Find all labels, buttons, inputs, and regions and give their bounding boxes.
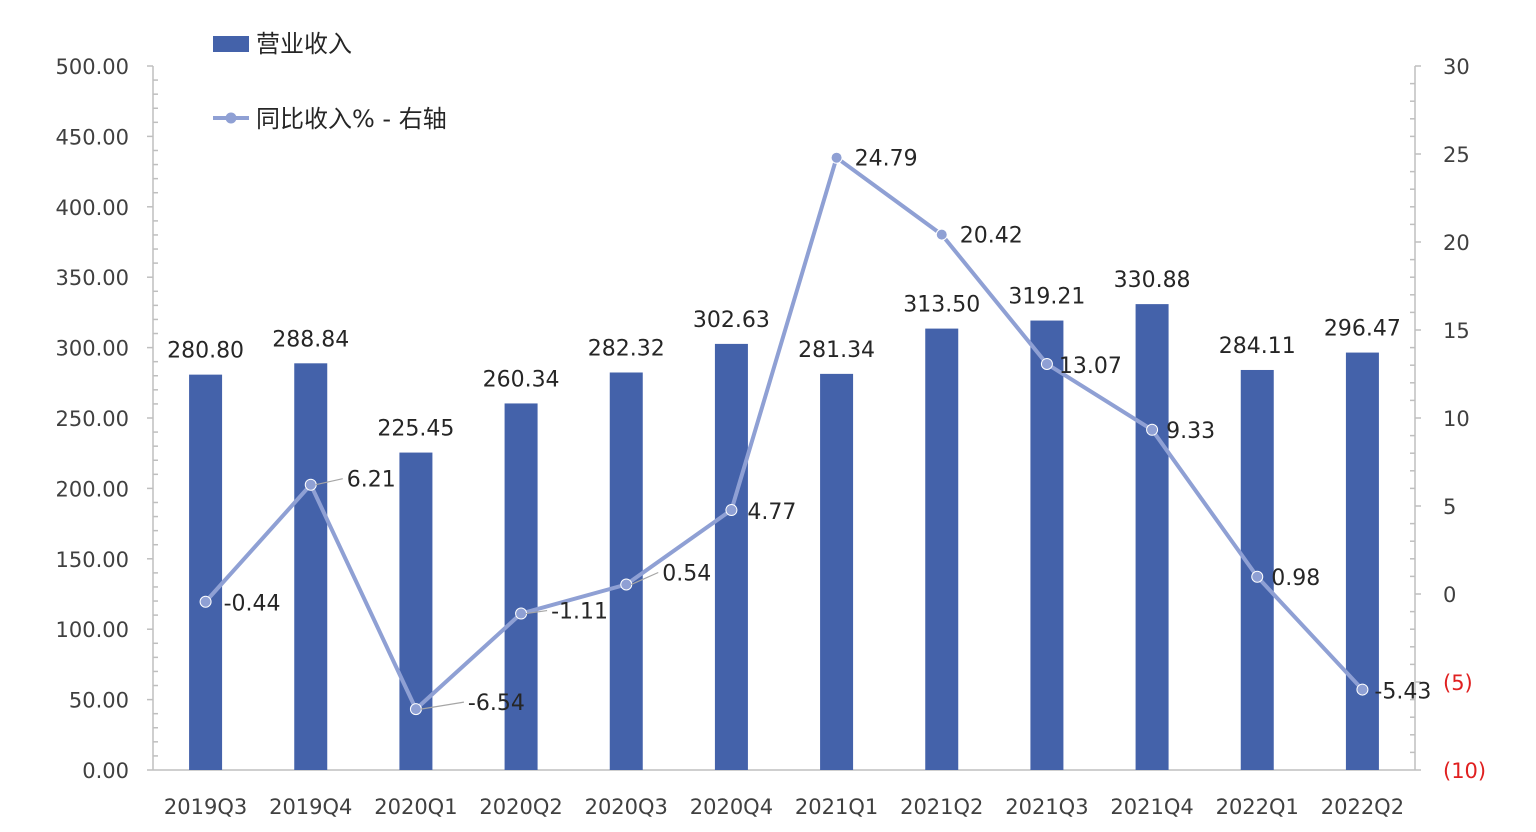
bar <box>1345 352 1379 770</box>
x-tick-label: 2021Q3 <box>1005 795 1088 819</box>
line-point <box>1356 683 1369 696</box>
bar <box>189 374 223 770</box>
bar <box>1240 369 1274 770</box>
line-data-label: 13.07 <box>1059 354 1122 379</box>
bar-data-label: 319.21 <box>1008 285 1085 310</box>
bar-data-label: 281.34 <box>798 338 875 363</box>
bar-data-label: 280.80 <box>167 339 244 364</box>
line-data-label: 6.21 <box>347 468 396 493</box>
x-tick-label: 2019Q3 <box>164 795 247 819</box>
line-data-label: 20.42 <box>960 224 1023 249</box>
y-left-tick-label: 450.00 <box>56 125 129 149</box>
legend-bar-label: 营业收入 <box>256 30 352 58</box>
y-left-tick-label: 300.00 <box>56 337 129 361</box>
bar <box>504 403 538 770</box>
data-label-leader-line <box>315 478 343 486</box>
line-point <box>620 578 633 591</box>
bar <box>820 373 854 770</box>
line-data-label: -0.44 <box>224 592 281 617</box>
x-tick-label: 2021Q1 <box>795 795 878 819</box>
line-point <box>725 504 738 517</box>
y-left-tick-label: 50.00 <box>69 689 129 713</box>
line-series-path <box>204 155 1364 712</box>
y-left-tick-label: 150.00 <box>56 548 129 572</box>
line-data-label: 9.33 <box>1166 419 1215 444</box>
line-data-label: 4.77 <box>747 500 796 525</box>
line-data-label: 24.79 <box>855 147 918 172</box>
bar <box>294 363 328 770</box>
bar-data-label: 330.88 <box>1114 268 1191 293</box>
x-tick-label: 2020Q2 <box>479 795 562 819</box>
line-data-label: -5.43 <box>1374 680 1431 705</box>
x-tick-label: 2020Q3 <box>585 795 668 819</box>
y-right-tick-label: (5) <box>1443 671 1473 695</box>
axes-group: 0.00 50.00 100.00 150.00 200.00 250.00 300.00 3… <box>56 55 1487 819</box>
bar-data-label: 296.47 <box>1324 317 1401 342</box>
line-point <box>1040 357 1053 370</box>
x-tick-label: 2021Q4 <box>1110 795 1193 819</box>
line-data-label: 0.98 <box>1271 566 1320 591</box>
bar <box>714 343 748 770</box>
y-right-tick-label: 30 <box>1443 55 1470 79</box>
bars-group <box>189 304 1379 770</box>
y-right-tick-label: 0 <box>1443 583 1456 607</box>
bar-data-label: 260.34 <box>483 367 560 392</box>
legend-line-marker <box>225 112 237 124</box>
y-right-tick-label: 10 <box>1443 407 1470 431</box>
legend-bar-swatch <box>213 36 249 52</box>
line-data-label: -6.54 <box>468 691 525 716</box>
data-label-leader-line <box>525 609 548 615</box>
y-right-tick-label: 20 <box>1443 231 1470 255</box>
line-point <box>935 228 948 241</box>
line-point <box>199 595 212 608</box>
bar-data-label: 302.63 <box>693 308 770 333</box>
y-right-tick-label: 25 <box>1443 143 1470 167</box>
y-left-tick-label: 250.00 <box>56 407 129 431</box>
data-label-leader-line <box>631 571 659 586</box>
bar <box>1030 320 1064 770</box>
bar-data-label: 282.32 <box>588 336 665 361</box>
x-tick-label: 2020Q4 <box>690 795 773 819</box>
bar-data-label: 288.84 <box>272 327 349 352</box>
line-point <box>830 151 843 164</box>
x-tick-label: 2022Q2 <box>1321 795 1404 819</box>
y-left-tick-label: 400.00 <box>56 196 129 220</box>
y-left-tick-label: 200.00 <box>56 477 129 501</box>
y-left-tick-label: 500.00 <box>56 55 129 79</box>
x-tick-label: 2020Q1 <box>374 795 457 819</box>
bar-data-label: 225.45 <box>377 417 454 442</box>
y-left-tick-label: 350.00 <box>56 266 129 290</box>
line-point <box>1251 570 1264 583</box>
y-right-tick-label: 5 <box>1443 495 1456 519</box>
bar <box>925 328 959 770</box>
x-tick-label: 2022Q1 <box>1216 795 1299 819</box>
line-data-label: 0.54 <box>662 561 711 586</box>
line-point <box>515 607 528 620</box>
line-point <box>304 478 317 491</box>
x-tick-label: 2019Q4 <box>269 795 352 819</box>
line-point <box>409 703 422 716</box>
bar <box>1135 304 1169 770</box>
bar <box>399 452 433 770</box>
y-right-tick-label: 15 <box>1443 319 1470 343</box>
y-left-tick-label: 100.00 <box>56 618 129 642</box>
bar-data-label: 313.50 <box>903 293 980 318</box>
line-data-label: -1.11 <box>551 600 608 625</box>
legend-line-label: 同比收入% - 右轴 <box>256 105 447 133</box>
data-labels-group: 280.80 288.84 225.45 260.34 282.32 302.63 281.… <box>167 147 1431 716</box>
bar <box>609 372 643 770</box>
x-tick-label: 2021Q2 <box>900 795 983 819</box>
line-point <box>1146 423 1159 436</box>
bar-data-label: 284.11 <box>1219 334 1296 359</box>
y-right-tick-label: (10) <box>1443 759 1486 783</box>
data-label-leader-line <box>420 701 465 710</box>
y-left-tick-label: 0.00 <box>82 759 129 783</box>
